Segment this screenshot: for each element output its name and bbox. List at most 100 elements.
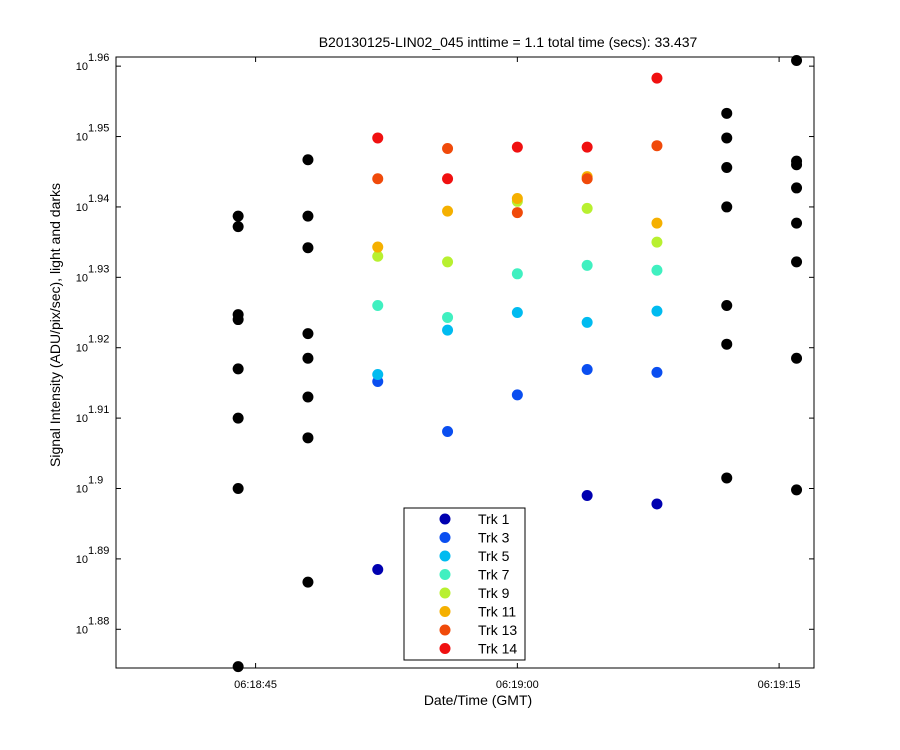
- y-axis-label: Signal Intensity (ADU/pix/sec), light an…: [47, 183, 63, 467]
- dark-point: [721, 338, 733, 350]
- legend-label: Trk 14: [478, 641, 517, 657]
- track-point: [581, 202, 593, 214]
- track-point: [581, 316, 593, 328]
- y-tick-exponent: 1.89: [88, 545, 109, 557]
- dark-point: [302, 210, 314, 222]
- y-tick-exponent: 1.92: [88, 334, 109, 346]
- dark-point: [791, 484, 803, 496]
- track-point: [651, 366, 663, 378]
- y-tick-base: 10: [76, 413, 88, 425]
- y-tick-exponent: 1.88: [88, 615, 109, 627]
- y-tick-base: 10: [76, 554, 88, 566]
- track-point: [511, 268, 523, 280]
- dark-point: [232, 210, 244, 222]
- dark-point: [302, 391, 314, 403]
- y-tick-exponent: 1.93: [88, 263, 109, 275]
- track-point: [511, 307, 523, 319]
- track-point: [372, 241, 384, 253]
- legend-label: Trk 3: [478, 530, 510, 546]
- dark-point: [721, 162, 733, 174]
- legend-marker: [439, 643, 451, 654]
- y-tick-base: 10: [76, 132, 88, 144]
- track-point: [651, 140, 663, 152]
- dark-point: [232, 314, 244, 326]
- y-tick-exponent: 1.91: [88, 404, 109, 416]
- track-point: [442, 173, 454, 185]
- y-tick-base: 10: [76, 484, 88, 496]
- track-point: [442, 205, 454, 217]
- dark-points: [232, 55, 803, 673]
- legend-marker: [439, 569, 451, 580]
- chart-title: B20130125-LIN02_045 inttime = 1.1 total …: [319, 34, 698, 50]
- track-point: [442, 143, 454, 155]
- x-tick-label: 06:19:00: [496, 679, 539, 691]
- dark-point: [791, 159, 803, 171]
- y-tick-base: 10: [76, 61, 88, 73]
- legend: Trk 1 Trk 3 Trk 5 Trk 7 Trk 9 Trk 11 Trk 13 Trk…: [403, 507, 526, 661]
- dark-point: [302, 154, 314, 166]
- x-axis-label: Date/Time (GMT): [424, 692, 532, 708]
- dark-point: [791, 217, 803, 229]
- legend-label: Trk 1: [478, 511, 510, 527]
- track-point: [372, 250, 384, 262]
- track-point: [581, 141, 593, 153]
- track-point: [442, 256, 454, 268]
- dark-point: [232, 363, 244, 375]
- dark-point: [721, 472, 733, 484]
- y-tick-base: 10: [76, 272, 88, 284]
- dark-point: [302, 432, 314, 444]
- dark-point: [302, 242, 314, 254]
- y-tick-base: 10: [76, 343, 88, 355]
- track-point: [442, 324, 454, 336]
- legend-marker: [439, 550, 451, 562]
- dark-point: [232, 412, 244, 424]
- dark-point: [232, 221, 244, 233]
- legend-marker: [439, 513, 451, 525]
- track-point: [511, 192, 523, 204]
- dark-point: [302, 576, 314, 588]
- track-point: [511, 207, 523, 219]
- dark-point: [302, 328, 314, 340]
- x-axis-ticks: 06:18:45 06:19:00 06:19:15: [234, 57, 801, 691]
- dark-point: [791, 182, 803, 194]
- track-point: [372, 563, 384, 575]
- dark-point: [232, 483, 244, 495]
- track-point: [442, 311, 454, 323]
- track-point: [372, 299, 384, 311]
- y-axis-ticks: 101.88101.89101.9101.91101.92101.93101.9…: [76, 52, 814, 636]
- dark-point: [791, 256, 803, 268]
- y-tick-exponent: 1.94: [88, 193, 109, 205]
- legend-box: [403, 507, 526, 661]
- dark-point: [791, 55, 803, 67]
- dark-point: [302, 352, 314, 364]
- track-point: [372, 368, 384, 380]
- track-point: [581, 364, 593, 376]
- track-point: [651, 305, 663, 317]
- legend-marker: [439, 532, 451, 543]
- legend-label: Trk 11: [478, 604, 516, 620]
- legend-marker: [439, 606, 451, 617]
- track-series: [372, 72, 663, 575]
- legend-label: Trk 7: [478, 567, 510, 583]
- legend-label: Trk 13: [478, 622, 517, 638]
- legend-marker: [439, 624, 451, 636]
- y-tick-base: 10: [76, 624, 88, 636]
- track-point: [651, 498, 663, 510]
- x-tick-label: 06:19:15: [758, 679, 801, 691]
- track-point: [581, 173, 593, 185]
- y-tick-exponent: 1.95: [88, 123, 109, 135]
- dark-point: [232, 661, 244, 673]
- track-point: [651, 217, 663, 229]
- track-point: [581, 259, 593, 271]
- track-point: [581, 490, 593, 502]
- y-tick-exponent: 1.96: [88, 52, 109, 64]
- dark-point: [791, 352, 803, 364]
- y-tick-base: 10: [76, 202, 88, 214]
- track-point: [442, 425, 454, 437]
- track-point: [511, 389, 523, 401]
- dark-point: [721, 132, 733, 144]
- track-point: [511, 141, 523, 153]
- legend-label: Trk 9: [478, 585, 510, 601]
- legend-marker: [439, 587, 451, 599]
